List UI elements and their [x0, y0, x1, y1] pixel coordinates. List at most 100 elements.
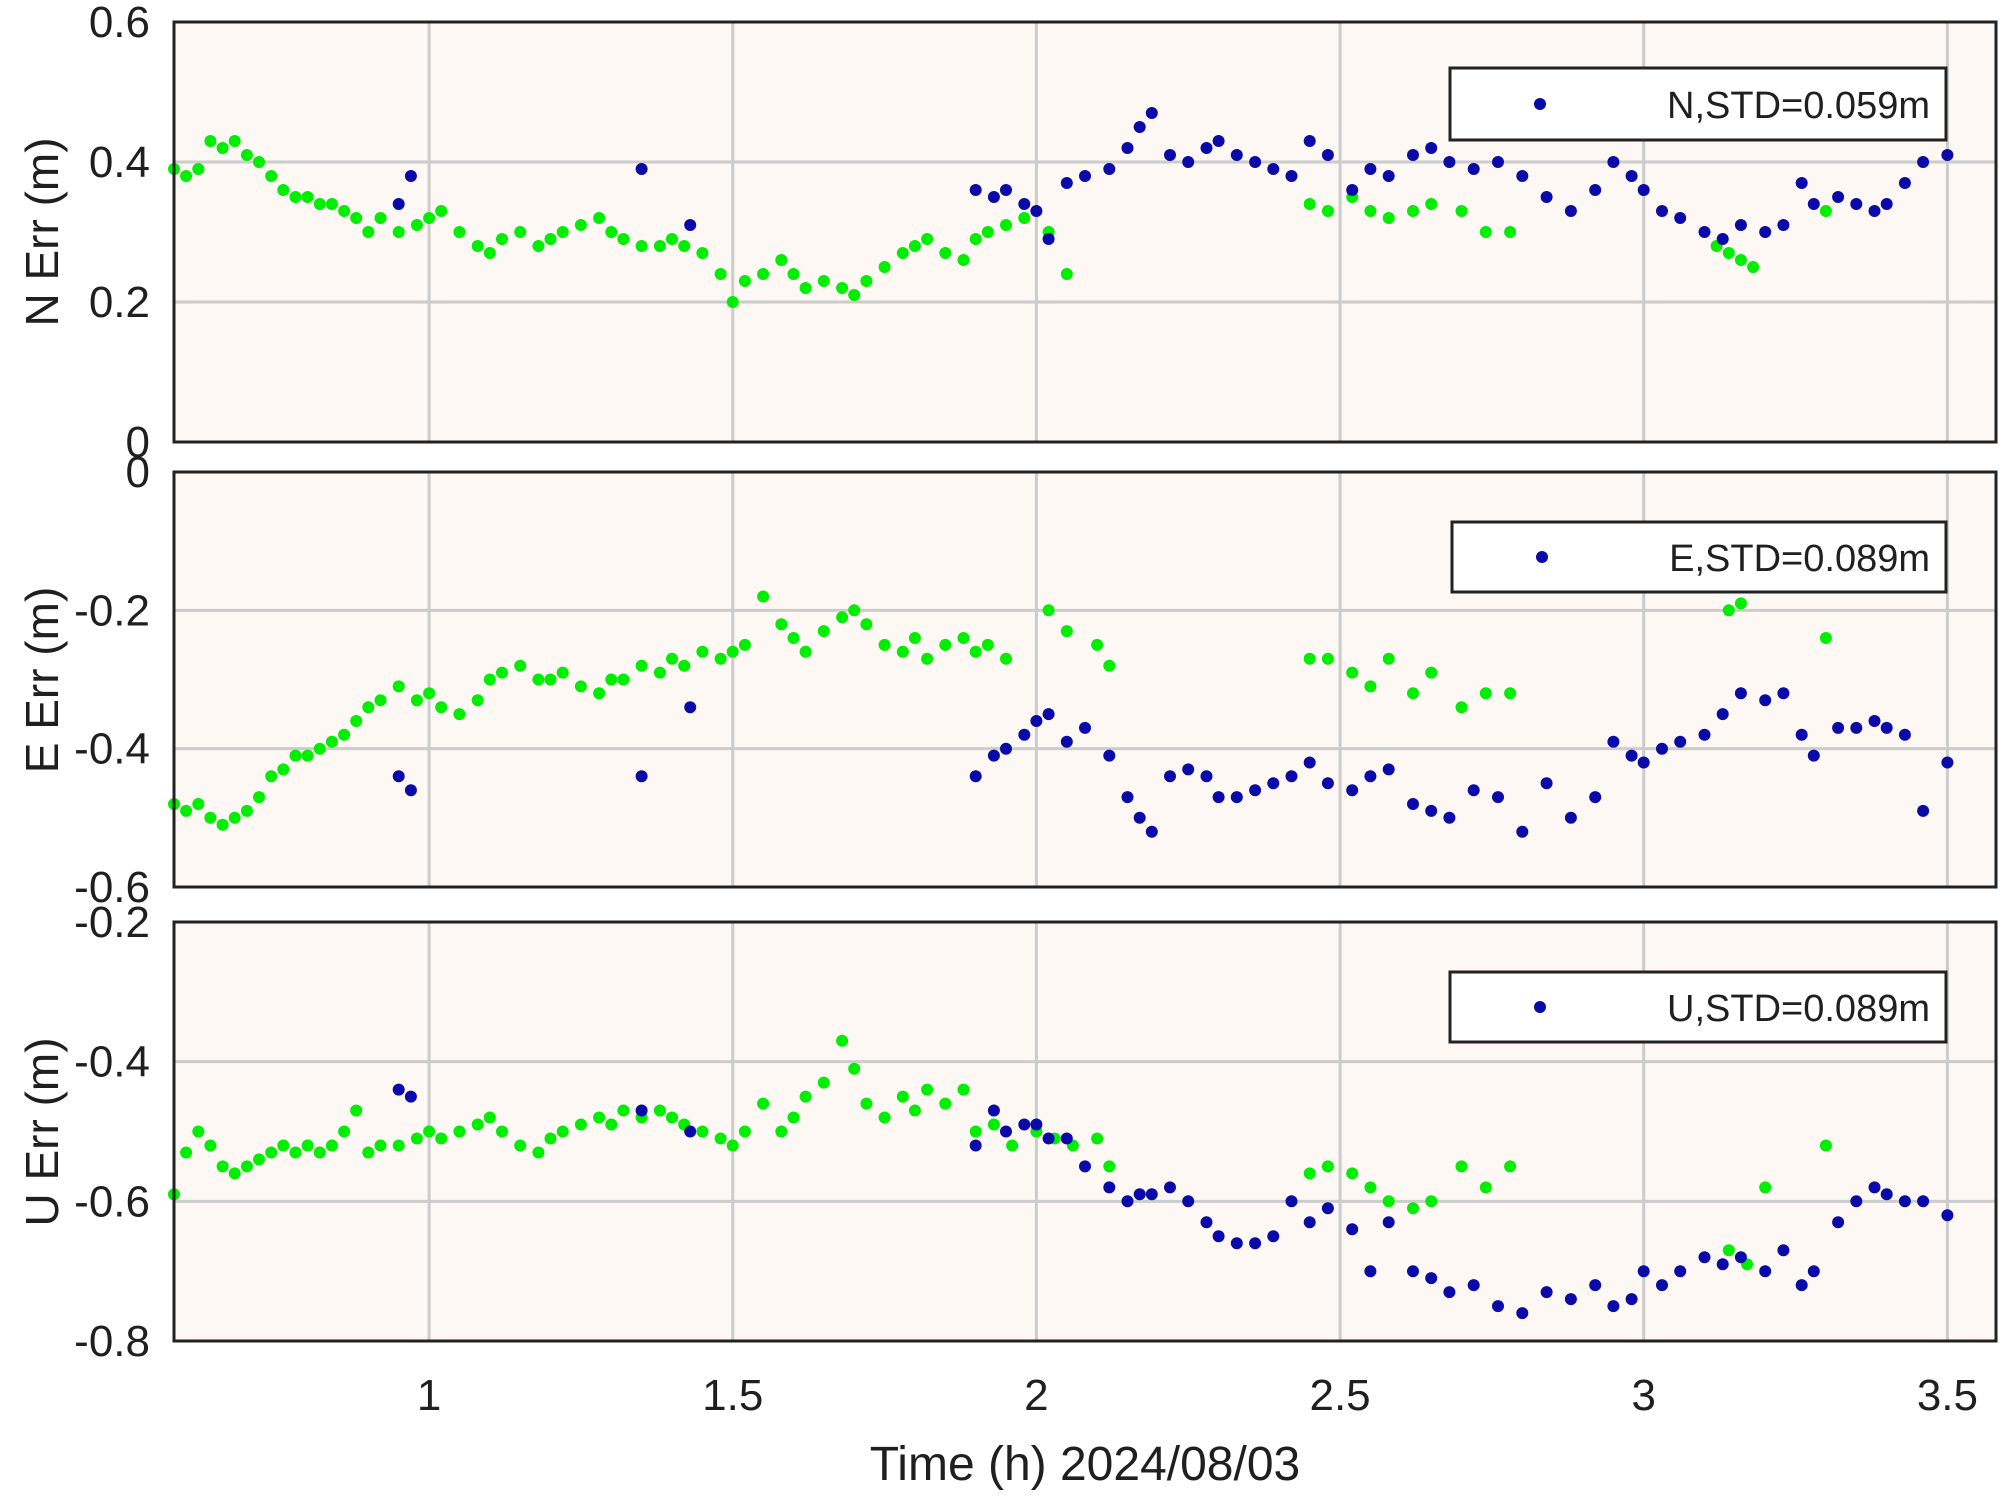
data-point-n-s0-50: [878, 261, 891, 273]
points-e: [168, 590, 1954, 838]
data-point-u-s0-45: [799, 1090, 812, 1103]
data-point-e-s0-18: [392, 680, 405, 693]
y-tick-label-n-3: 0.6: [89, 0, 150, 47]
data-point-e-s1-37: [1589, 791, 1602, 804]
data-point-n-s0-4: [216, 142, 229, 154]
data-point-e-s0-5: [228, 811, 241, 824]
data-point-e-s0-47: [836, 611, 849, 624]
data-point-u-s0-47: [836, 1034, 849, 1047]
y-tick-label-u-1: -0.6: [74, 1177, 150, 1226]
data-point-n-s0-47: [836, 282, 849, 294]
x-tick-label-2: 2: [1024, 1371, 1048, 1420]
data-point-n-s1-51: [1850, 198, 1863, 210]
data-point-u-s0-3: [204, 1139, 217, 1152]
data-point-e-s1-6: [1000, 742, 1012, 755]
data-point-n-s0-40: [726, 296, 739, 308]
data-point-u-s0-33: [617, 1104, 630, 1117]
data-point-n-s0-52: [908, 240, 921, 252]
data-point-u-s1-40: [1637, 1265, 1650, 1278]
data-point-n-s0-73: [1722, 247, 1735, 259]
data-point-e-s1-39: [1625, 749, 1638, 762]
data-point-e-s1-29: [1407, 798, 1419, 810]
data-point-e-s0-12: [313, 742, 326, 755]
data-point-u-s0-24: [483, 1111, 496, 1124]
data-point-u-s1-22: [1267, 1230, 1280, 1243]
data-point-u-s0-4: [216, 1160, 229, 1173]
data-point-e-s0-6: [240, 804, 253, 817]
data-point-u-s1-3: [684, 1125, 697, 1138]
data-point-e-s1-25: [1321, 777, 1334, 790]
data-point-n-s0-54: [939, 247, 952, 259]
data-point-n-s1-52: [1868, 205, 1881, 217]
data-point-n-s1-21: [1249, 156, 1262, 168]
data-point-u-s0-32: [605, 1118, 618, 1131]
data-point-n-s0-39: [714, 268, 727, 280]
data-point-u-s0-14: [338, 1125, 351, 1138]
data-point-u-s1-37: [1589, 1279, 1602, 1292]
data-point-n-s1-30: [1425, 142, 1438, 154]
data-point-u-s0-69: [1407, 1202, 1419, 1215]
data-point-u-s0-21: [435, 1132, 448, 1145]
data-point-e-s0-13: [325, 735, 338, 748]
data-point-n-s1-44: [1716, 233, 1729, 245]
data-point-u-s0-16: [362, 1146, 375, 1159]
data-point-n-s1-49: [1807, 198, 1820, 210]
data-point-u-s1-39: [1625, 1293, 1638, 1306]
data-point-e-s1-15: [1145, 825, 1158, 838]
data-point-n-s0-55: [957, 254, 970, 266]
legend-label-u: U,STD=0.089m: [1667, 988, 1930, 1030]
data-point-e-s1-7: [1018, 728, 1031, 741]
data-point-u-s1-24: [1303, 1216, 1316, 1229]
data-point-e-s0-66: [1364, 680, 1377, 693]
data-point-e-s1-33: [1492, 791, 1504, 804]
data-point-e-s0-23: [471, 694, 484, 707]
data-point-e-s1-14: [1133, 811, 1146, 824]
data-point-e-s0-42: [757, 590, 770, 603]
data-point-n-s0-6: [240, 149, 253, 161]
data-point-n-s1-55: [1917, 156, 1930, 168]
data-point-e-s1-45: [1734, 687, 1747, 700]
data-point-u-s0-38: [696, 1125, 709, 1138]
data-point-u-s0-66: [1346, 1167, 1359, 1180]
data-point-u-s0-8: [265, 1146, 278, 1159]
data-point-e-s0-63: [1303, 652, 1316, 665]
data-point-n-s1-26: [1346, 184, 1359, 196]
data-point-u-s1-45: [1734, 1251, 1747, 1264]
data-point-u-s0-1: [180, 1146, 193, 1159]
data-point-n-s1-40: [1637, 184, 1650, 196]
data-point-n-s0-36: [666, 233, 678, 245]
data-point-n-s0-56: [969, 233, 982, 245]
data-point-n-s1-15: [1145, 107, 1158, 119]
legend-box-e: [1450, 520, 1948, 594]
data-point-u-s1-49: [1807, 1265, 1820, 1278]
data-point-u-s1-23: [1285, 1195, 1298, 1208]
data-point-n-s1-28: [1382, 170, 1395, 182]
data-point-u-s1-17: [1182, 1195, 1195, 1208]
data-point-e-s1-49: [1807, 749, 1820, 762]
data-point-n-s0-76: [1819, 205, 1832, 217]
data-point-e-s0-34: [635, 659, 648, 672]
data-point-n-s1-45: [1734, 219, 1747, 231]
y-tick-label-u-3: -0.2: [74, 898, 150, 947]
data-point-u-s0-68: [1382, 1195, 1395, 1208]
data-point-u-s1-56: [1941, 1209, 1954, 1222]
data-point-n-s1-22: [1267, 163, 1280, 175]
data-point-e-s0-29: [556, 666, 569, 679]
data-point-u-s0-53: [921, 1083, 934, 1096]
data-point-n-s0-32: [605, 226, 618, 238]
data-point-e-s0-59: [1042, 604, 1055, 617]
data-point-e-s1-50: [1832, 721, 1845, 734]
data-point-n-s0-61: [1060, 268, 1073, 280]
data-point-n-s0-7: [253, 156, 265, 168]
data-point-n-s0-41: [738, 275, 751, 287]
data-point-e-s0-71: [1479, 687, 1492, 700]
data-point-n-s1-7: [1018, 198, 1031, 210]
data-point-u-s1-30: [1425, 1272, 1438, 1285]
data-point-u-s0-62: [1091, 1132, 1104, 1145]
data-point-u-s0-12: [313, 1146, 326, 1159]
data-point-n-s1-10: [1060, 177, 1073, 189]
data-point-e-s1-40: [1637, 756, 1650, 769]
data-point-n-s1-8: [1030, 205, 1043, 217]
data-point-n-s1-47: [1777, 219, 1790, 231]
data-point-u-s0-26: [514, 1139, 527, 1152]
